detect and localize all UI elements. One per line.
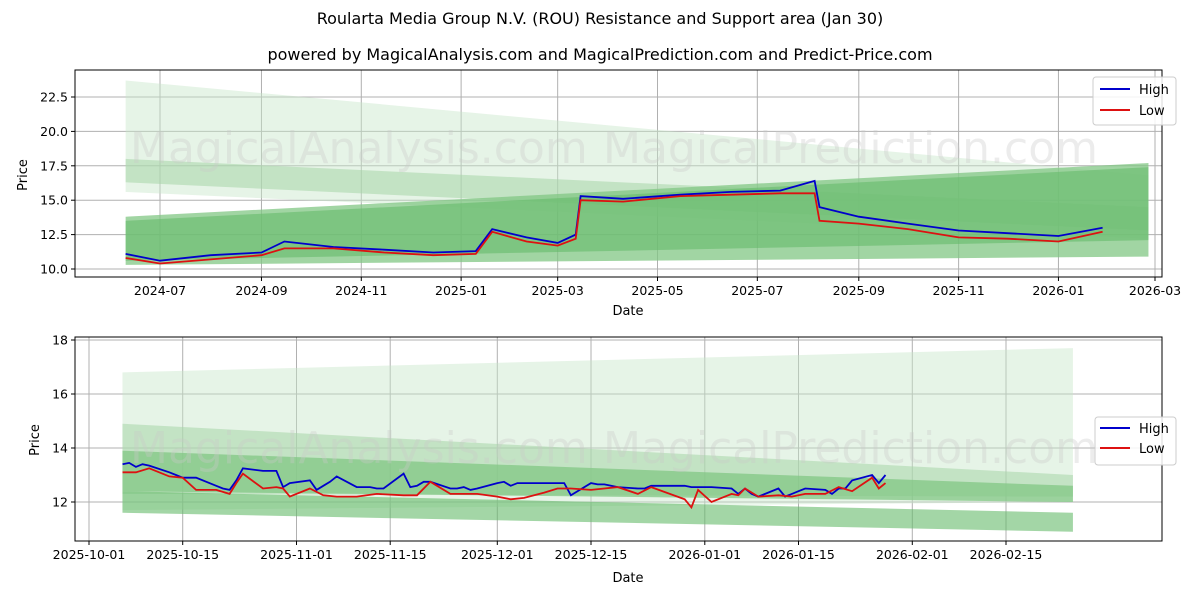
watermark: MagicalAnalysis.com	[130, 273, 588, 324]
x-tick-label: 2026-02-15	[970, 547, 1043, 562]
watermark: MagicalAnalysis.com	[130, 423, 588, 474]
low-line	[125, 192, 1103, 265]
y-axis-label: Price	[28, 424, 43, 456]
top-bands	[125, 80, 1149, 265]
x-tick-label: 2025-03	[532, 283, 584, 298]
bottom-chart: MagicalAnalysis.com MagicalPrediction.co…	[28, 333, 1177, 586]
x-tick-label: 2026-01-15	[762, 547, 835, 562]
x-tick-label: 2026-02-01	[876, 547, 949, 562]
watermark: MagicalPrediction.com	[603, 273, 1098, 324]
bottom-bands	[122, 348, 1073, 532]
top-axis-ticks: 2024-07 2024-09 2024-11 2025-01 2025-03 2025-…	[40, 90, 1181, 299]
x-tick-label: 2025-09	[833, 283, 885, 298]
y-tick-label: 12.5	[40, 227, 68, 242]
y-tick-label: 17.5	[40, 158, 68, 173]
x-tick-label: 2025-01	[435, 283, 487, 298]
low-line	[122, 467, 887, 510]
chart-subtitle: powered by MagicalAnalysis.com and Magic…	[267, 45, 933, 64]
watermark: MagicalPrediction.com	[603, 123, 1098, 174]
support-lower-band	[122, 491, 1073, 532]
top-chart: MagicalAnalysis.com MagicalPrediction.co…	[16, 69, 1181, 324]
x-tick-label: 2026-01	[1032, 283, 1084, 298]
y-tick-label: 12	[52, 495, 68, 510]
x-tick-label: 2025-11	[933, 283, 985, 298]
y-tick-label: 15.0	[40, 193, 68, 208]
x-tick-label: 2024-09	[235, 283, 287, 298]
x-axis-label: Date	[612, 304, 643, 319]
x-tick-label: 2024-07	[134, 283, 186, 298]
chart-title: Roularta Media Group N.V. (ROU) Resistan…	[316, 9, 884, 28]
x-tick-label: 2025-12-15	[555, 547, 628, 562]
x-tick-label: 2026-03	[1129, 283, 1181, 298]
bottom-axis-ticks: 2025-10-01 2025-10-15 2025-11-01 2025-11-15…	[52, 333, 1042, 563]
y-tick-label: 10.0	[40, 262, 68, 277]
y-axis-label: Price	[16, 159, 31, 191]
legend: High Low	[1094, 416, 1177, 466]
y-tick-label: 14	[52, 441, 68, 456]
y-tick-label: 22.5	[40, 90, 68, 105]
x-tick-label: 2025-11-15	[354, 547, 427, 562]
x-axis-label: Date	[612, 571, 643, 586]
x-tick-label: 2025-07	[731, 283, 783, 298]
watermark: MagicalAnalysis.com	[130, 123, 588, 174]
support-core-band	[125, 167, 1149, 261]
x-tick-label: 2025-12-01	[461, 547, 534, 562]
legend-high-label: High	[1139, 83, 1169, 98]
x-tick-label: 2024-11	[335, 283, 387, 298]
x-tick-label: 2025-10-15	[146, 547, 219, 562]
legend-high-label: High	[1139, 422, 1169, 437]
x-tick-label: 2025-11-01	[260, 547, 333, 562]
legend-low-label: Low	[1139, 442, 1165, 457]
x-tick-label: 2026-01-01	[668, 547, 741, 562]
x-tick-label: 2025-10-01	[53, 547, 126, 562]
legend: High Low	[1092, 76, 1177, 126]
bottom-grid	[75, 337, 1162, 541]
x-tick-label: 2025-05	[631, 283, 683, 298]
plot-frame	[74, 69, 1163, 278]
y-tick-label: 20.0	[40, 124, 68, 139]
watermark: MagicalPrediction.com	[603, 423, 1098, 474]
legend-low-label: Low	[1139, 104, 1165, 119]
y-tick-label: 18	[52, 333, 68, 348]
y-tick-label: 16	[52, 387, 68, 402]
